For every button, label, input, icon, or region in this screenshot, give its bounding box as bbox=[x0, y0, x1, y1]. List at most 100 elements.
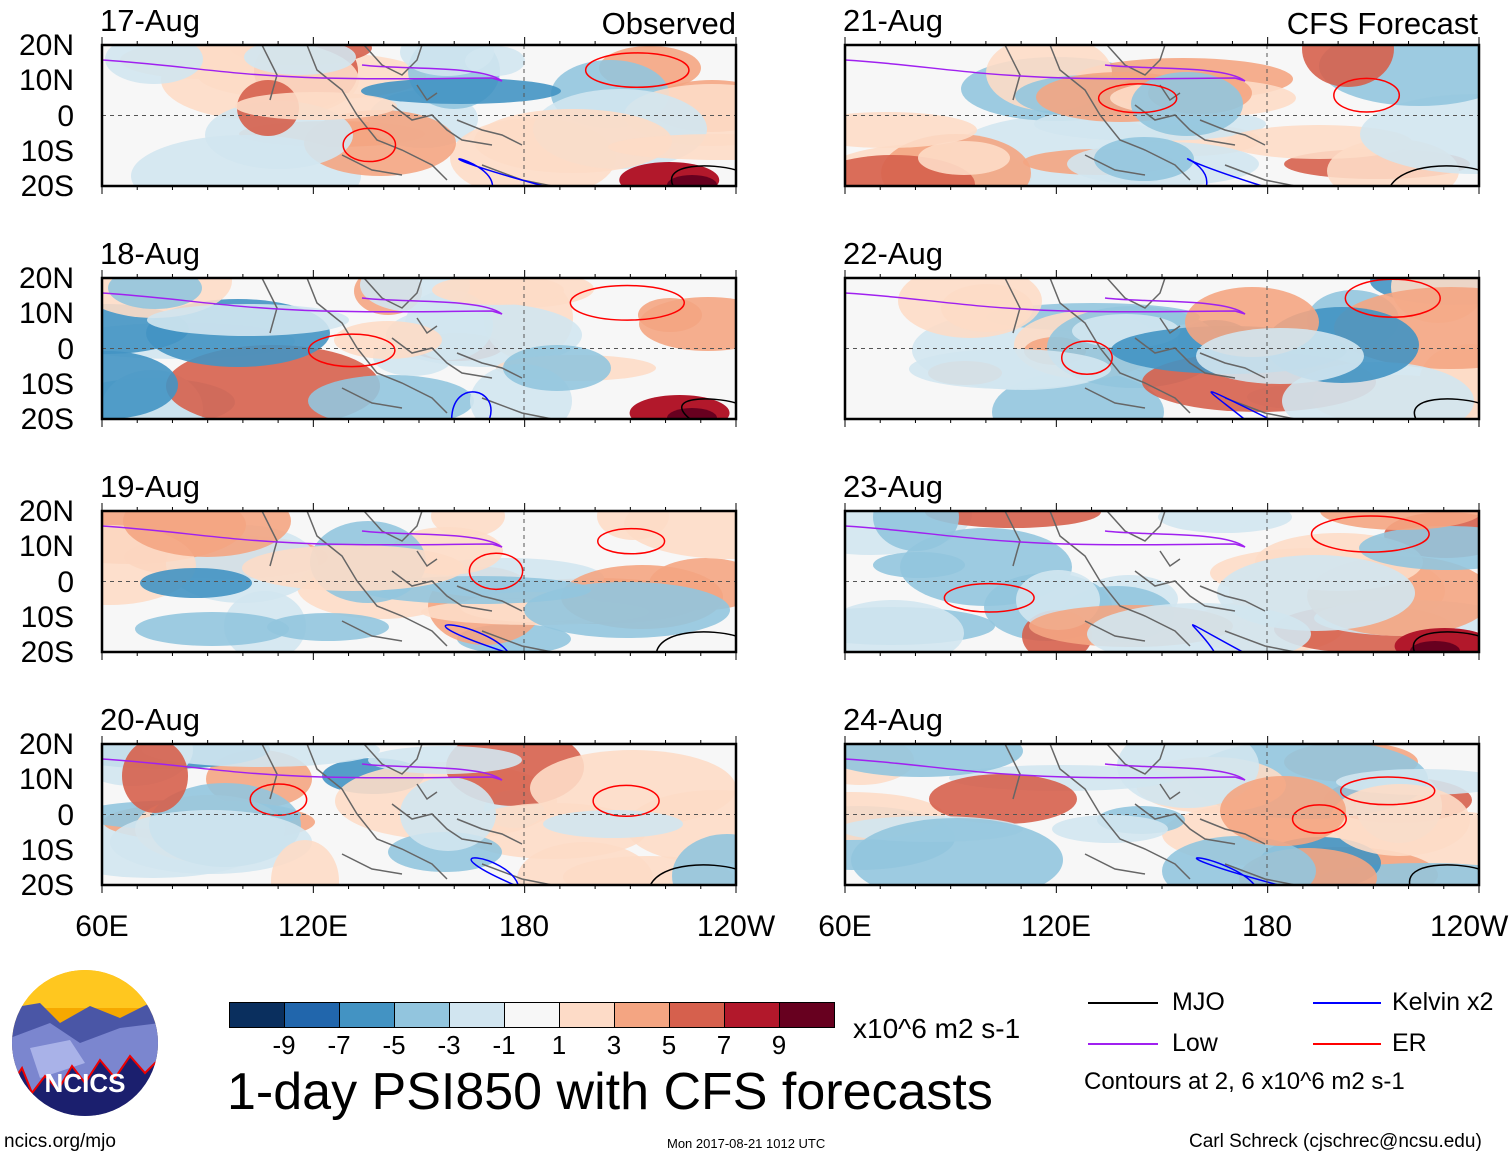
colorbar-swatch bbox=[615, 1003, 670, 1027]
anomaly-shading bbox=[845, 744, 1023, 777]
anomaly-shading bbox=[135, 612, 289, 646]
map-panel bbox=[843, 736, 1481, 893]
anomaly-shading bbox=[608, 134, 736, 160]
map-panel bbox=[100, 37, 738, 194]
anomaly-shading bbox=[624, 511, 736, 559]
er-contour bbox=[592, 784, 660, 818]
figure-title: 1-day PSI850 with CFS forecasts bbox=[227, 1063, 993, 1121]
forecast-label: CFS Forecast bbox=[1286, 6, 1478, 41]
coastline bbox=[261, 511, 553, 652]
colorbar-label: -7 bbox=[327, 1030, 351, 1060]
y-tick-label: 20S bbox=[20, 869, 74, 902]
x-tick-label: 60E bbox=[818, 910, 872, 943]
low-contour bbox=[845, 292, 1246, 315]
y-tick-label: 10S bbox=[20, 134, 74, 168]
anomaly-shading bbox=[530, 750, 736, 826]
y-tick-label: 20S bbox=[20, 636, 74, 669]
coastline bbox=[1004, 45, 1296, 186]
y-tick-label: 0 bbox=[57, 332, 74, 366]
low-contour bbox=[845, 525, 1246, 548]
anomaly-shading bbox=[267, 613, 389, 641]
panel-date-label: 22-Aug bbox=[843, 236, 943, 271]
er-contour bbox=[597, 527, 666, 555]
anomaly-shading bbox=[1158, 511, 1292, 533]
coastline bbox=[261, 45, 553, 186]
author-credit: Carl Schreck (cjschrec@ncsu.edu) bbox=[1189, 1131, 1482, 1152]
anomaly-shading bbox=[1117, 744, 1259, 808]
colorbar-label: -1 bbox=[492, 1030, 516, 1060]
anomaly-shading bbox=[543, 810, 683, 838]
contour-note: Contours at 2, 6 x10^6 m2 s-1 bbox=[1084, 1068, 1405, 1095]
legend-label-low: Low bbox=[1172, 1029, 1218, 1057]
anomaly-shading bbox=[909, 349, 1111, 389]
low-contour bbox=[845, 59, 1246, 82]
anomaly-shading bbox=[242, 545, 464, 591]
anomaly-shading bbox=[432, 278, 564, 305]
legend-label-er: ER bbox=[1392, 1029, 1427, 1057]
map-panel bbox=[843, 503, 1481, 660]
low-contour bbox=[845, 758, 1246, 781]
ncics-logo: NCICS bbox=[12, 970, 158, 1116]
panel-date-label: 21-Aug bbox=[843, 3, 943, 38]
map-panel bbox=[843, 270, 1481, 427]
panel-date-label: 23-Aug bbox=[843, 469, 943, 504]
anomaly-shading bbox=[110, 810, 312, 874]
anomaly-shading bbox=[1196, 328, 1364, 384]
anomaly-shading bbox=[465, 46, 525, 76]
kelvin-contour bbox=[450, 391, 492, 419]
map-panel bbox=[100, 270, 738, 427]
panel-date-label: 19-Aug bbox=[100, 469, 200, 504]
y-tick-label: 10N bbox=[18, 530, 74, 564]
anomaly-shading bbox=[941, 284, 1033, 332]
y-tick-label: 10N bbox=[18, 64, 74, 98]
legend-line-low bbox=[1088, 1043, 1158, 1045]
anomaly-shading bbox=[524, 582, 730, 638]
legend-line-mjo bbox=[1088, 1002, 1158, 1004]
anomaly-shading bbox=[147, 304, 349, 336]
anomaly-shading bbox=[271, 840, 339, 885]
mjo-contour bbox=[655, 631, 736, 652]
x-tick-label: 120W bbox=[696, 910, 776, 943]
x-tick-label: 120W bbox=[1430, 910, 1509, 943]
er-contour bbox=[307, 333, 396, 368]
map-panel bbox=[100, 736, 738, 893]
kelvin-contour bbox=[470, 857, 519, 885]
y-tick-label: 20S bbox=[20, 403, 74, 436]
er-contour bbox=[1060, 340, 1113, 376]
y-tick-label: 20N bbox=[18, 495, 74, 528]
kelvin-contour bbox=[1195, 857, 1279, 885]
mjo-contour bbox=[649, 864, 736, 885]
kelvin-contour bbox=[1192, 624, 1244, 652]
source-url[interactable]: ncics.org/mjo bbox=[4, 1131, 116, 1152]
timestamp: Mon 2017-08-21 1012 UTC bbox=[667, 1136, 826, 1151]
x-tick-label: 180 bbox=[498, 910, 550, 943]
coastline bbox=[261, 278, 553, 419]
anomaly-shading bbox=[873, 552, 965, 578]
colorbar-swatch bbox=[560, 1003, 615, 1027]
anomaly-shading bbox=[102, 351, 178, 419]
map-panel bbox=[100, 503, 738, 660]
colorbar-label: -5 bbox=[382, 1030, 406, 1060]
colorbar-swatch bbox=[670, 1003, 725, 1027]
colorbar-label: -3 bbox=[437, 1030, 461, 1060]
anomaly-shading bbox=[1131, 72, 1243, 136]
y-tick-label: 0 bbox=[57, 565, 74, 599]
anomaly-shading bbox=[142, 744, 380, 767]
anomaly-shading bbox=[368, 746, 522, 774]
anomaly-shading bbox=[235, 92, 397, 120]
x-tick-label: 180 bbox=[1241, 910, 1293, 943]
anomaly-shading bbox=[1360, 94, 1479, 174]
anomaly-shading bbox=[845, 112, 977, 148]
anomaly-shading bbox=[929, 774, 1077, 824]
colorbar-swatch bbox=[340, 1003, 395, 1027]
low-contour bbox=[102, 525, 503, 548]
x-tick-label: 60E bbox=[75, 910, 129, 943]
anomaly-shading bbox=[851, 818, 1063, 885]
coastline bbox=[261, 744, 553, 885]
y-tick-label: 10S bbox=[20, 600, 74, 634]
panel-date-label: 20-Aug bbox=[100, 702, 200, 737]
anomaly-shading bbox=[873, 511, 959, 551]
legend-line-kelvin bbox=[1313, 1002, 1381, 1004]
colorbar-swatch bbox=[780, 1003, 834, 1027]
x-tick-label: 120E bbox=[277, 910, 349, 943]
